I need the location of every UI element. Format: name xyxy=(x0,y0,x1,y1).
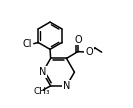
Text: CH₃: CH₃ xyxy=(34,87,50,95)
Text: O: O xyxy=(74,35,82,45)
Text: N: N xyxy=(39,67,46,77)
Text: N: N xyxy=(63,81,70,91)
Text: Cl: Cl xyxy=(23,39,32,49)
Text: O: O xyxy=(85,47,93,57)
